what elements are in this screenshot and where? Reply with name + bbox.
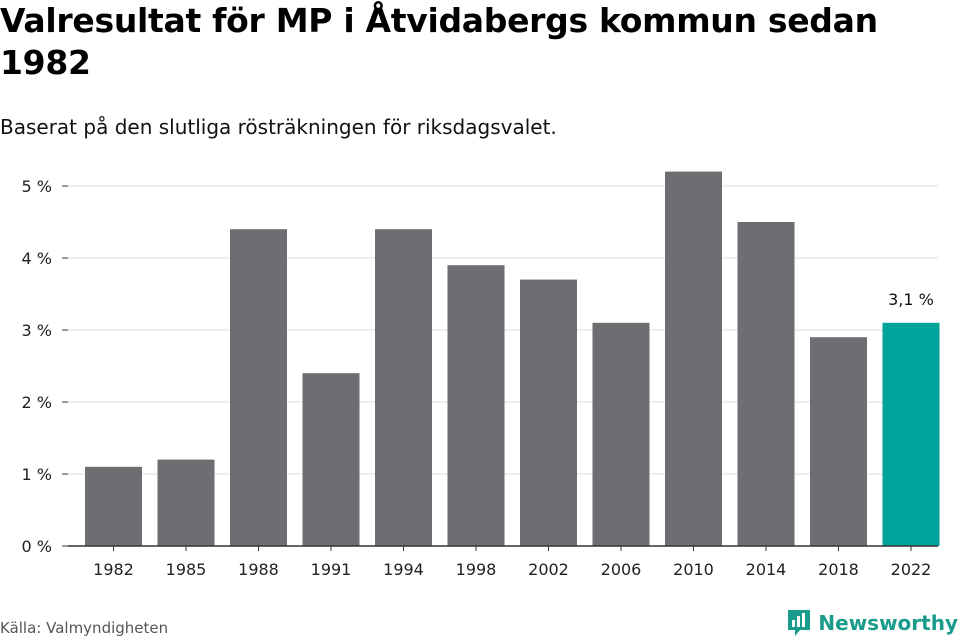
data-labels: 3,1 % <box>888 290 934 309</box>
y-tick-label: 3 % <box>22 321 52 340</box>
x-tick-label: 2014 <box>746 560 787 579</box>
bar-2014 <box>737 222 795 546</box>
bar-1994 <box>375 229 432 546</box>
x-tick-label: 1982 <box>93 560 134 579</box>
newsworthy-logo-icon <box>788 610 811 636</box>
source-note: Källa: Valmyndigheten <box>0 619 169 637</box>
brand-name: Newsworthy <box>818 611 958 635</box>
data-label: 3,1 % <box>888 290 934 309</box>
x-tick-label: 1998 <box>456 560 497 579</box>
bar-1991 <box>302 373 360 546</box>
bar-2006 <box>592 322 650 546</box>
bar-1988 <box>230 229 287 546</box>
y-tick-label: 2 % <box>22 393 52 412</box>
x-axis-ticks: 1982 1985 1988 1991 1994 1998 2002 2006 2010 2014… <box>93 546 931 579</box>
x-tick-label: 1991 <box>311 560 352 579</box>
bar-2002 <box>520 279 577 546</box>
bar-1982 <box>85 466 142 546</box>
x-tick-label: 1985 <box>166 560 207 579</box>
x-tick-label: 2022 <box>891 560 932 579</box>
y-tick-label: 5 % <box>22 177 52 196</box>
x-tick-label: 2006 <box>601 560 642 579</box>
y-axis-ticks: 0 % 1 % 2 % 3 % 4 % 5 % <box>22 177 68 556</box>
y-tick-label: 1 % <box>22 465 52 484</box>
y-tick-label: 0 % <box>22 537 52 556</box>
bar-2022 <box>882 322 940 546</box>
x-tick-label: 2018 <box>818 560 859 579</box>
x-tick-label: 2010 <box>673 560 714 579</box>
bar-1998 <box>447 265 505 546</box>
x-tick-label: 2002 <box>528 560 569 579</box>
bar-2018 <box>810 337 867 546</box>
bar-2010 <box>665 171 722 546</box>
x-tick-label: 1994 <box>383 560 424 579</box>
x-tick-label: 1988 <box>238 560 279 579</box>
y-tick-label: 4 % <box>22 249 52 268</box>
chart-subtitle: Baserat på den slutliga rösträkningen fö… <box>0 115 557 139</box>
bar-1985 <box>157 459 215 546</box>
brand-logo: Newsworthy <box>786 608 958 638</box>
bars <box>85 171 940 546</box>
chart-title: Valresultat för MP i Åtvidabergs kommun … <box>0 1 878 82</box>
bar-chart: 0 %1 %2 %3 %4 %5 % 1982 1985 1988 1991 1994 1… <box>22 171 940 579</box>
